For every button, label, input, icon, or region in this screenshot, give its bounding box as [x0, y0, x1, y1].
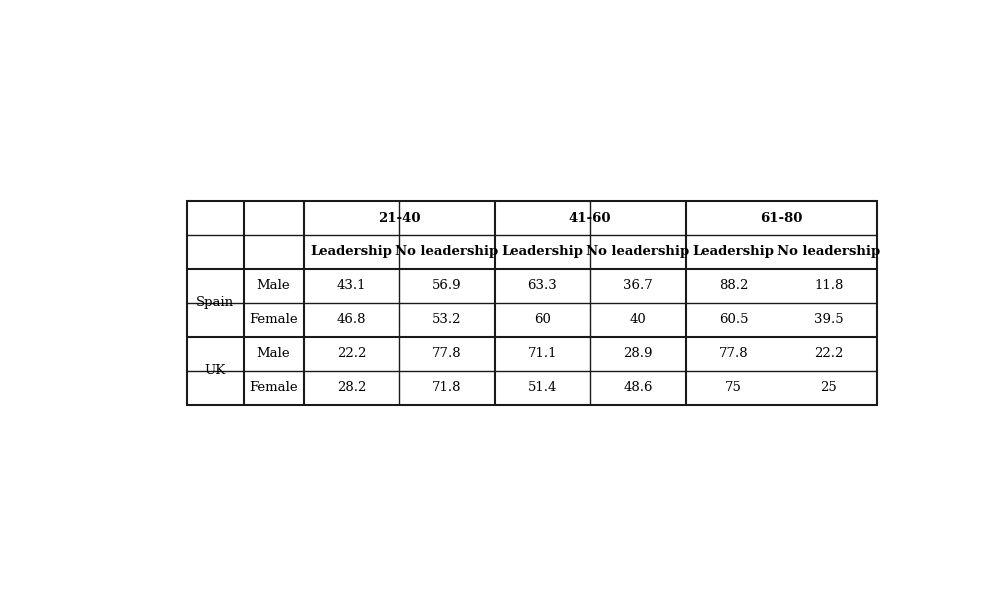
Text: 88.2: 88.2 [719, 279, 748, 292]
Text: No leadership: No leadership [395, 245, 498, 258]
Text: 43.1: 43.1 [337, 279, 366, 292]
Text: Leadership: Leadership [310, 245, 392, 258]
Text: 53.2: 53.2 [432, 313, 462, 326]
Text: 48.6: 48.6 [623, 381, 653, 394]
Text: 77.8: 77.8 [432, 347, 462, 360]
Text: Spain: Spain [196, 296, 234, 309]
Text: 60: 60 [534, 313, 551, 326]
Bar [187, 202, 877, 404]
Text: 63.3: 63.3 [528, 279, 557, 292]
Text: 61-80: 61-80 [760, 212, 802, 224]
Text: No leadership: No leadership [777, 245, 881, 258]
Text: 77.8: 77.8 [719, 347, 748, 360]
Text: 56.9: 56.9 [432, 279, 462, 292]
Text: 40: 40 [630, 313, 646, 326]
Text: 22.2: 22.2 [337, 347, 366, 360]
Text: Leadership: Leadership [501, 245, 583, 258]
Text: 22.2: 22.2 [814, 347, 844, 360]
Text: 25: 25 [821, 381, 837, 394]
Text: 60.5: 60.5 [719, 313, 748, 326]
Text: 75: 75 [725, 381, 742, 394]
Text: Leadership: Leadership [692, 245, 774, 258]
Text: 71.1: 71.1 [528, 347, 557, 360]
Text: 28.2: 28.2 [337, 381, 366, 394]
Text: 41-60: 41-60 [569, 212, 611, 224]
Text: 21-40: 21-40 [378, 212, 420, 224]
Text: 51.4: 51.4 [528, 381, 557, 394]
Text: 28.9: 28.9 [623, 347, 653, 360]
Text: Male: Male [257, 347, 290, 360]
Text: 46.8: 46.8 [337, 313, 366, 326]
Text: Male: Male [257, 279, 290, 292]
Text: Female: Female [249, 313, 298, 326]
Text: 71.8: 71.8 [432, 381, 462, 394]
Text: 11.8: 11.8 [814, 279, 844, 292]
Text: No leadership: No leadership [586, 245, 690, 258]
Text: 39.5: 39.5 [814, 313, 844, 326]
Text: 36.7: 36.7 [623, 279, 653, 292]
Text: Female: Female [249, 381, 298, 394]
Text: UK: UK [205, 364, 226, 377]
